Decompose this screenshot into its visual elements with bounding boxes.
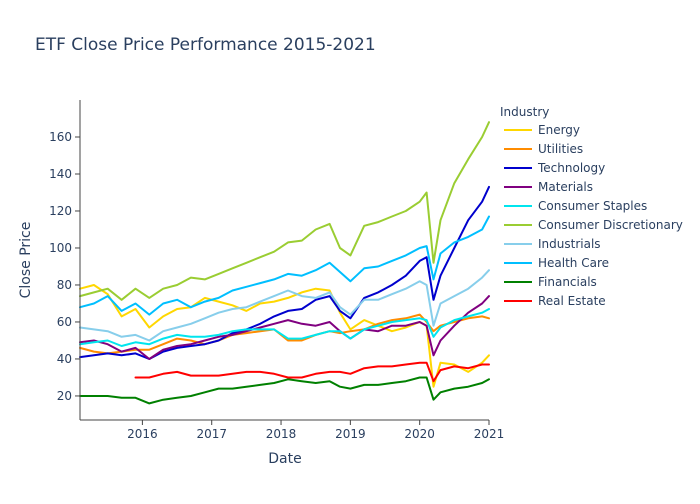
x-axis-ticks: 2016 2017 2018 2019 2020 2021 — [127, 420, 504, 441]
y-tick-label: 80 — [57, 278, 72, 292]
legend-label: Energy — [538, 123, 580, 137]
legend-item[interactable]: Energy — [504, 123, 580, 137]
y-tick-label: 60 — [57, 315, 72, 329]
legend-label: Financials — [538, 275, 597, 289]
legend-label: Health Care — [538, 256, 609, 270]
x-tick-label: 2017 — [196, 427, 227, 441]
legend: Industry Energy Utilities Technology Materi… — [500, 105, 683, 308]
series-line-materials — [79, 295, 490, 360]
x-tick-label: 2020 — [404, 427, 435, 441]
chart-title: ETF Close Price Performance 2015-2021 — [35, 35, 376, 55]
legend-label: Consumer Staples — [538, 199, 647, 213]
series-line-industrials — [79, 269, 490, 342]
series-line-consumer-discretionary — [79, 121, 490, 301]
legend-label: Consumer Discretionary — [538, 218, 683, 232]
plot-area — [79, 121, 490, 405]
y-tick-label: 140 — [49, 167, 72, 181]
legend-label: Materials — [538, 180, 593, 194]
y-tick-label: 100 — [49, 241, 72, 255]
y-axis-label: Close Price — [18, 222, 34, 299]
legend-item[interactable]: Financials — [504, 275, 597, 289]
legend-label: Industrials — [538, 237, 601, 251]
series-line-energy — [79, 284, 490, 388]
x-tick-label: 2019 — [335, 427, 366, 441]
legend-label: Utilities — [538, 142, 583, 156]
legend-item[interactable]: Consumer Discretionary — [504, 218, 683, 232]
series-line-real-estate — [134, 361, 490, 383]
axes — [79, 100, 489, 421]
legend-item[interactable]: Health Care — [504, 256, 609, 270]
legend-item[interactable]: Real Estate — [504, 294, 606, 308]
legend-item[interactable]: Utilities — [504, 142, 583, 156]
y-tick-label: 20 — [57, 389, 72, 403]
legend-item[interactable]: Consumer Staples — [504, 199, 647, 213]
series-line-consumer-staples — [79, 308, 490, 347]
x-tick-label: 2021 — [474, 427, 505, 441]
legend-item[interactable]: Industrials — [504, 237, 601, 251]
y-tick-label: 40 — [57, 352, 72, 366]
series-line-financials — [79, 376, 490, 405]
legend-label: Real Estate — [538, 294, 606, 308]
series-line-health-care — [79, 215, 490, 316]
legend-item[interactable]: Technology — [504, 161, 605, 175]
series-line-utilities — [79, 313, 490, 355]
y-tick-label: 160 — [49, 130, 72, 144]
y-tick-label: 120 — [49, 204, 72, 218]
legend-label: Technology — [537, 161, 605, 175]
legend-title: Industry — [500, 105, 549, 119]
legend-item[interactable]: Materials — [504, 180, 593, 194]
x-tick-label: 2018 — [266, 427, 297, 441]
x-tick-label: 2016 — [127, 427, 158, 441]
y-axis-ticks: 20 40 60 80 100 120 140 160 — [49, 130, 80, 403]
x-axis-label: Date — [268, 451, 301, 467]
